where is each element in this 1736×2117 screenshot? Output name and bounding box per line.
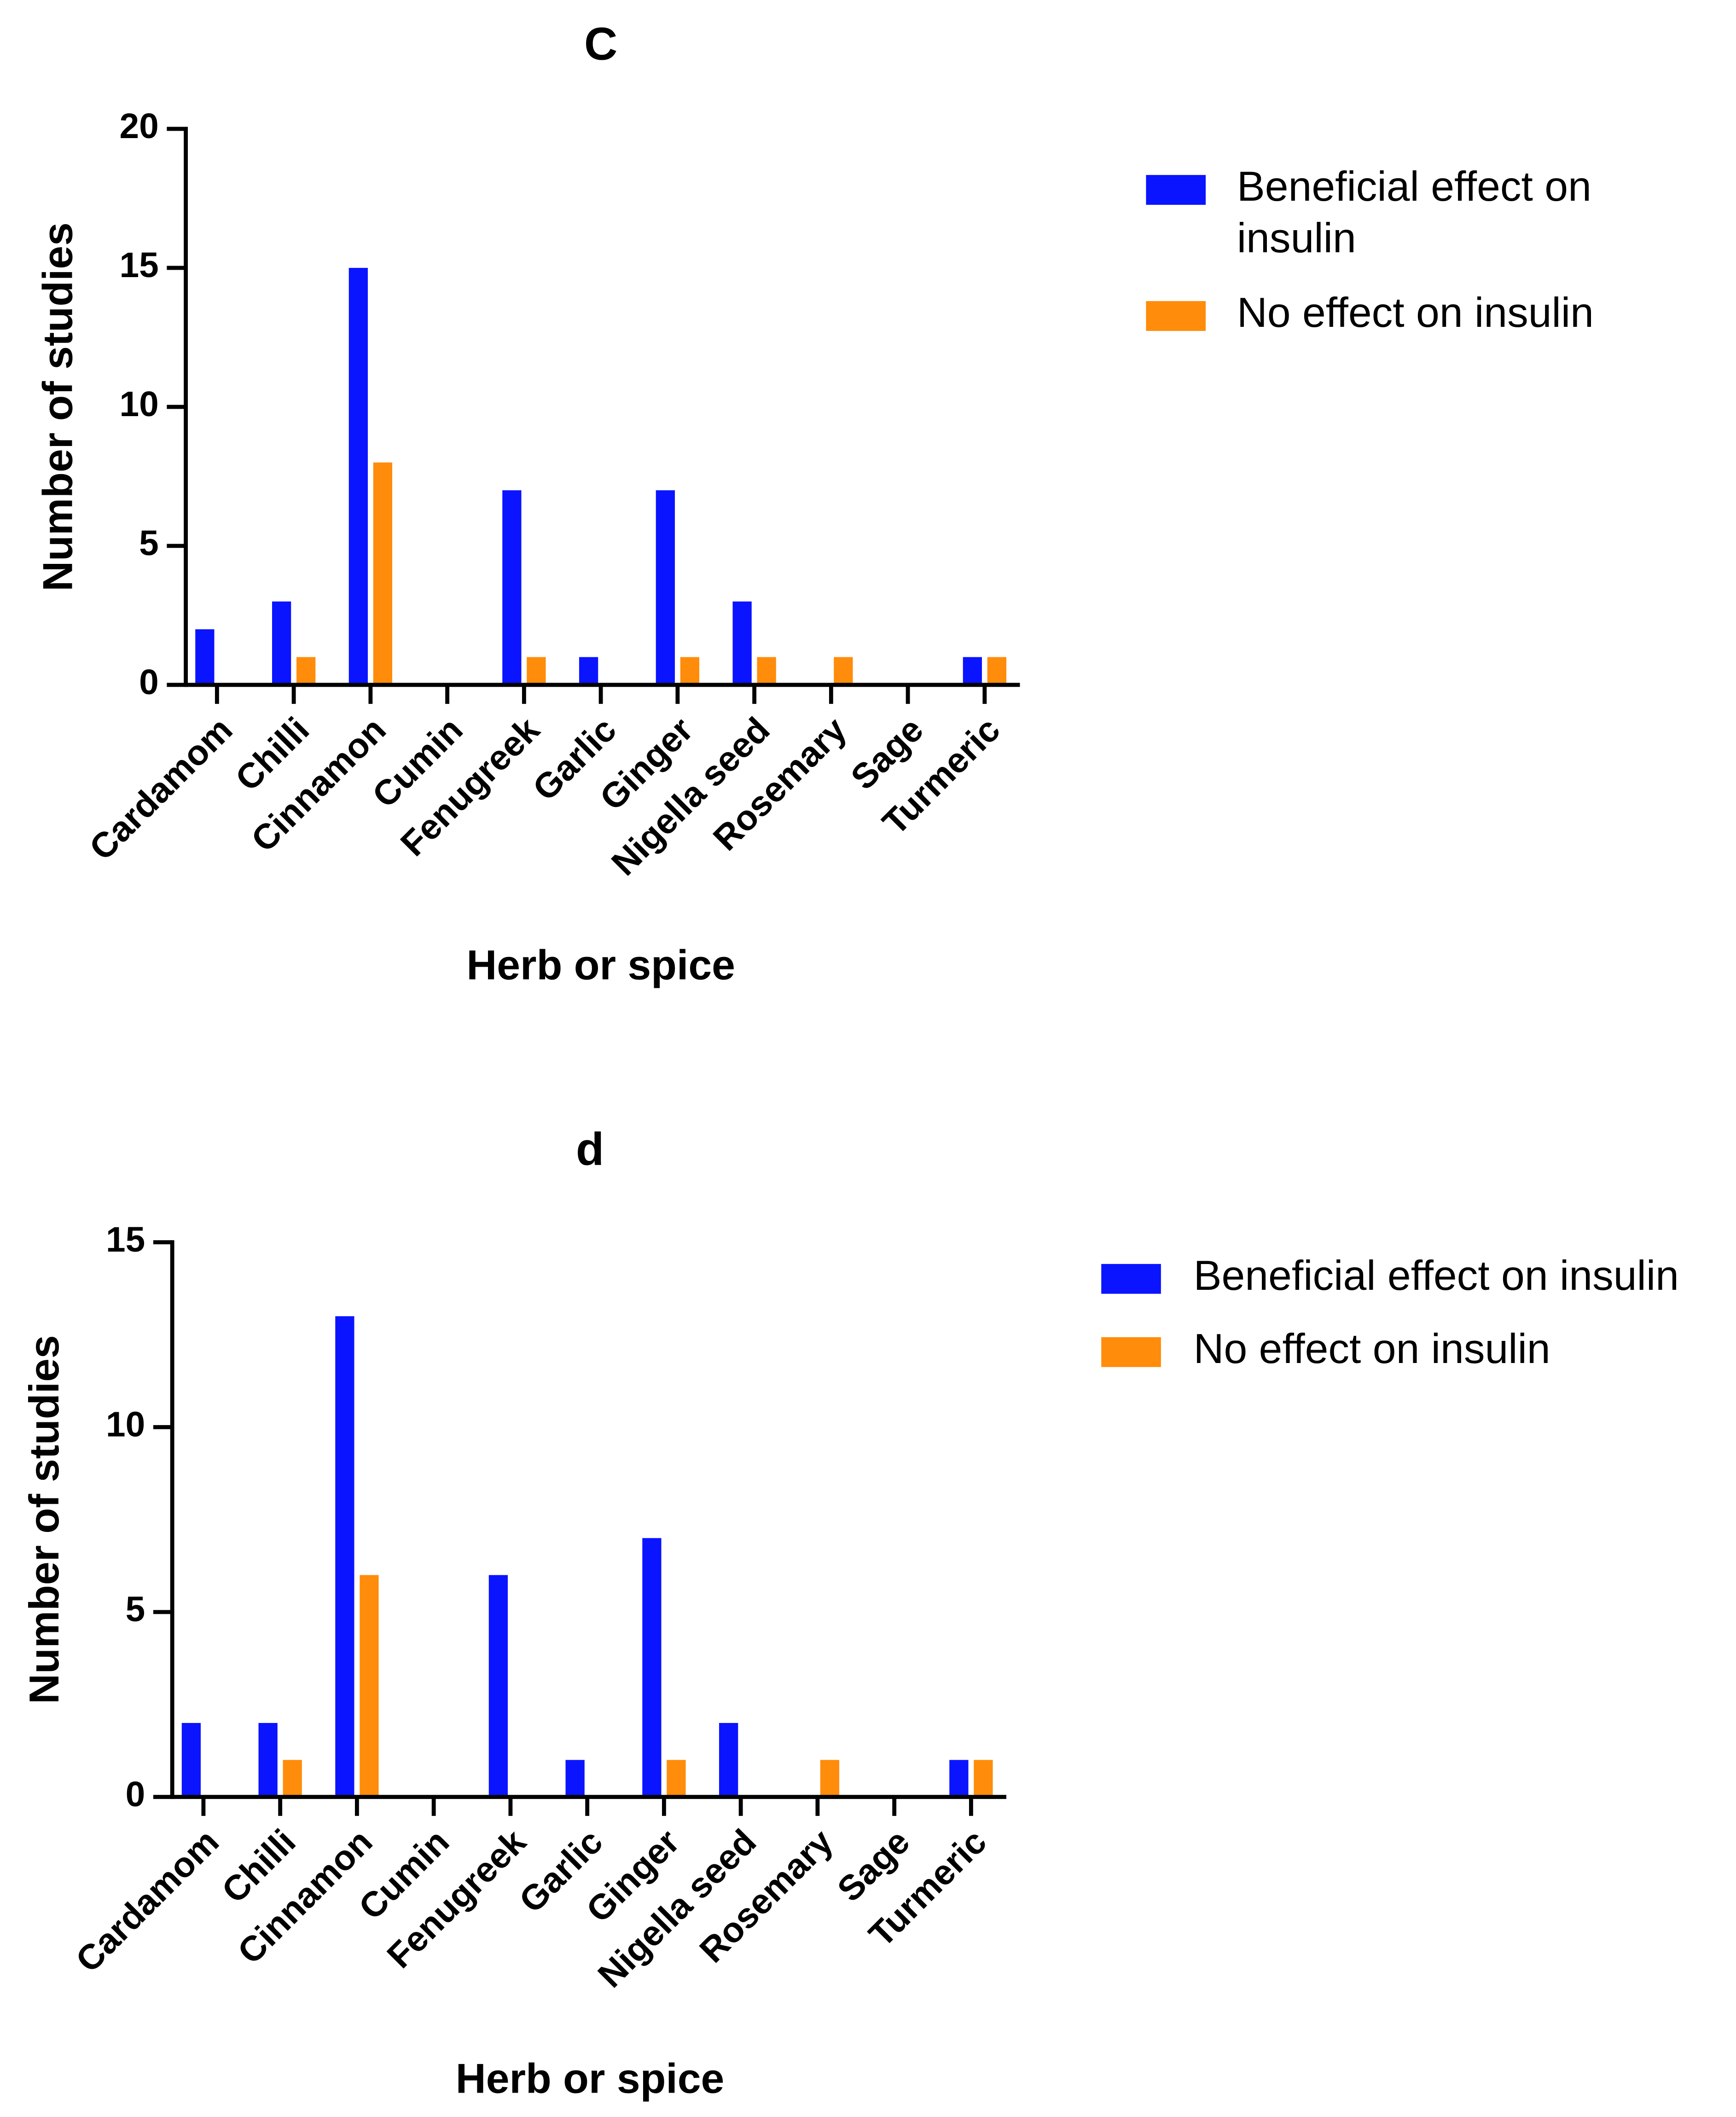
bar (974, 1760, 993, 1797)
y-tick-label: 10 (106, 1405, 145, 1444)
y-axis-label: Number of studies (35, 222, 81, 592)
bar (719, 1723, 738, 1797)
bar (348, 267, 368, 685)
bar (834, 657, 853, 685)
legend-entry: Beneficial effect on insulin (1193, 1252, 1679, 1299)
bar (296, 657, 316, 685)
chart-title: C (584, 18, 617, 70)
bar (656, 490, 675, 685)
legend-label: No effect on insulin (1237, 289, 1594, 336)
y-tick-label: 15 (120, 246, 159, 285)
bar (732, 601, 752, 685)
x-tick-label: Cardamom (69, 1822, 226, 1980)
bar (181, 1723, 201, 1797)
legend-label: Beneficial effect on insulin (1193, 1252, 1679, 1299)
bar (757, 657, 776, 685)
bar (527, 657, 546, 685)
bar (565, 1760, 585, 1797)
legend-swatch (1146, 301, 1206, 331)
legend-swatch (1146, 175, 1206, 205)
y-tick-label: 0 (139, 663, 159, 702)
bar (272, 601, 291, 685)
y-tick-label: 5 (139, 524, 159, 563)
x-tick-label: Cardamom (82, 710, 240, 868)
bar (488, 1575, 508, 1797)
bar (963, 657, 982, 685)
y-axis-label: Number of studies (21, 1335, 68, 1704)
legend-swatch (1101, 1264, 1161, 1294)
y-tick-label: 10 (120, 385, 159, 424)
bar (949, 1760, 969, 1797)
legend-swatch (1101, 1337, 1161, 1367)
legend-entry: No effect on insulin (1193, 1325, 1550, 1373)
y-tick-label: 0 (126, 1775, 145, 1814)
bar (987, 657, 1007, 685)
legend-label: No effect on insulin (1193, 1325, 1550, 1373)
bar (360, 1575, 379, 1797)
bar (258, 1723, 278, 1797)
bar (820, 1760, 840, 1797)
y-tick-label: 20 (120, 107, 159, 146)
bar (283, 1760, 302, 1797)
legend-label: Beneficial effect on insulin (1237, 162, 1591, 262)
y-tick-label: 5 (126, 1590, 145, 1629)
y-tick-label: 15 (106, 1220, 145, 1259)
bar (373, 462, 393, 685)
legend-entry: No effect on insulin (1237, 289, 1594, 336)
bar (195, 629, 215, 685)
chart-title: d (576, 1124, 604, 1175)
bar (579, 657, 598, 685)
legend-entry: Beneficial effect on insulin (1237, 162, 1591, 262)
bar (335, 1316, 354, 1797)
bar (502, 490, 522, 685)
x-axis-label: Herb or spice (456, 2055, 725, 2102)
bar (680, 657, 700, 685)
bar (642, 1538, 662, 1797)
x-axis-label: Herb or spice (466, 942, 735, 989)
bar (667, 1760, 686, 1797)
